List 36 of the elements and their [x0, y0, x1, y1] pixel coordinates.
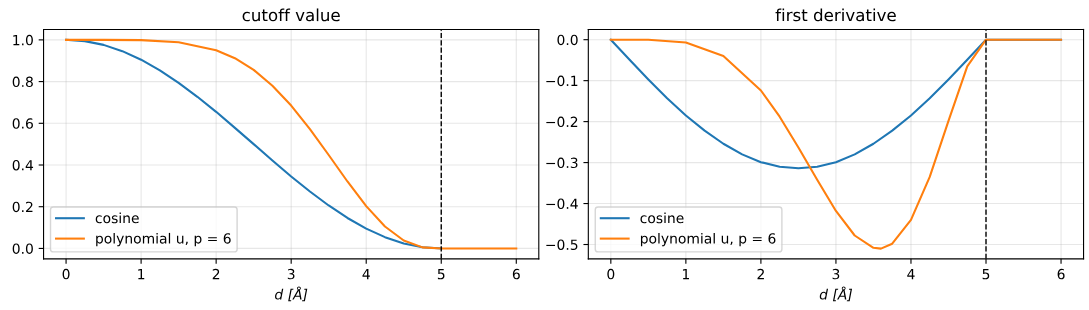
legend-label: cosine — [640, 212, 684, 224]
chart-title: cutoff value — [242, 8, 340, 22]
y-tick-label: 1.0 — [13, 34, 33, 46]
x-tick-label: 4 — [362, 269, 370, 280]
y-tick-label: 0.0 — [12, 243, 33, 254]
y-tick-label: −0.5 — [546, 239, 578, 250]
x-tick-label: 6 — [1057, 268, 1065, 280]
x-tick-label: 0 — [607, 268, 615, 280]
x-tick-label: 5 — [982, 269, 990, 280]
chart-title: first derivative — [775, 8, 896, 22]
y-tick-label: 0.2 — [12, 201, 33, 213]
y-tick-label: −0.4 — [546, 198, 578, 210]
y-tick-label: 0.6 — [12, 118, 33, 129]
x-tick-label: 2 — [212, 268, 220, 280]
y-tick-label: 0.8 — [12, 76, 33, 88]
x-tick-label: 3 — [287, 268, 295, 280]
x-tick-label: 2 — [757, 268, 764, 280]
x-tick-label: 6 — [512, 268, 520, 280]
x-tick-label: 4 — [907, 269, 915, 280]
line-series — [65, 38, 518, 250]
legend-label: polynomial u, p = 6 — [640, 232, 776, 247]
x-tick-label: 0 — [62, 268, 70, 280]
legend-label: polynomial u, p = 6 — [96, 232, 231, 247]
x-tick-label: 1 — [682, 269, 689, 280]
y-tick-label: −0.1 — [546, 75, 578, 87]
y-tick-label: 0.0 — [557, 34, 578, 46]
x-axis-title: d [Å] — [819, 286, 853, 302]
line-series — [609, 38, 1063, 250]
y-tick-label: 0.4 — [12, 159, 34, 171]
x-tick-label: 5 — [437, 269, 445, 280]
y-tick-label: −0.2 — [546, 116, 578, 128]
legend-label: cosine — [95, 212, 139, 224]
x-axis-title: d [Å] — [275, 286, 308, 302]
x-tick-label: 1 — [138, 269, 145, 280]
y-tick-label: −0.3 — [546, 157, 578, 169]
x-tick-label: 3 — [832, 268, 840, 280]
